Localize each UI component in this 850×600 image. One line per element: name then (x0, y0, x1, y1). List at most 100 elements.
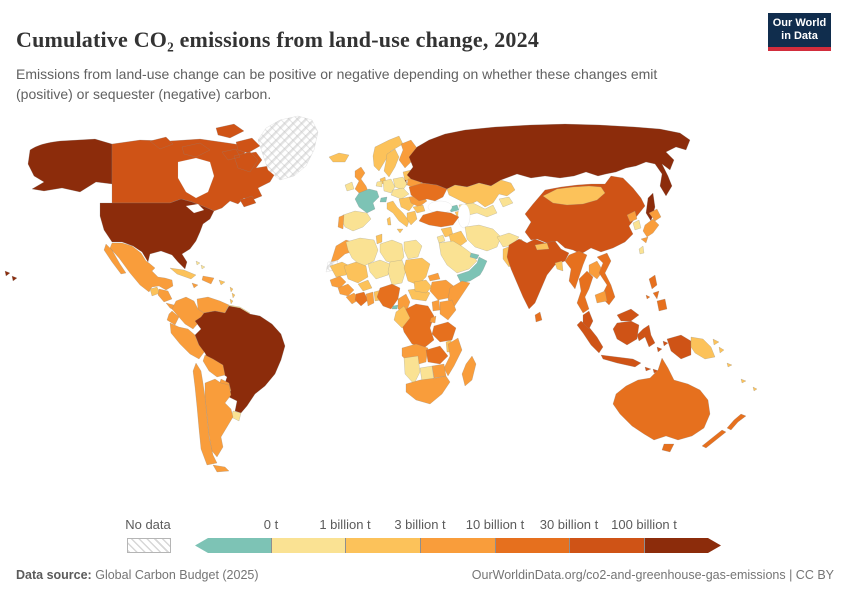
country-south-sudan[interactable] (413, 279, 433, 294)
country-new-zealand[interactable] (701, 413, 747, 449)
legend-no-data-label: No data (125, 517, 171, 532)
legend-segment-1-3[interactable] (345, 538, 420, 553)
country-portugal[interactable] (337, 214, 345, 230)
country-equatorial-guinea[interactable] (391, 304, 399, 310)
country-egypt[interactable] (403, 239, 423, 260)
country-bulgaria[interactable] (412, 204, 426, 214)
country-ghana[interactable] (365, 291, 375, 307)
black-sea (427, 200, 453, 214)
country-benelux[interactable] (375, 180, 383, 188)
country-rwanda-burundi[interactable] (429, 315, 437, 324)
country-iceland[interactable] (328, 152, 350, 163)
country-zambia[interactable] (425, 345, 449, 365)
country-mongolia[interactable] (542, 185, 606, 206)
country-namibia[interactable] (403, 355, 421, 385)
country-uganda[interactable] (431, 299, 441, 312)
country-south-africa[interactable] (405, 375, 451, 405)
country-cuba[interactable] (169, 267, 197, 280)
country-south-korea[interactable] (632, 219, 642, 231)
country-sri-lanka[interactable] (534, 311, 543, 323)
country-greenland[interactable] (257, 115, 319, 181)
country-bangladesh[interactable] (554, 260, 564, 272)
country-kenya[interactable] (439, 299, 457, 321)
country-ireland[interactable] (344, 181, 355, 192)
country-usa-hawaii[interactable] (4, 270, 18, 282)
country-spain[interactable] (340, 210, 372, 232)
country-chad[interactable] (387, 259, 407, 286)
country-jamaica[interactable] (191, 282, 199, 289)
country-puerto-rico[interactable] (218, 279, 226, 286)
country-iran[interactable] (464, 224, 502, 252)
country-philippines[interactable] (645, 274, 668, 312)
legend-segment-0-1[interactable] (271, 538, 345, 553)
country-central-europe[interactable] (390, 187, 410, 200)
country-cote-divoire[interactable] (354, 291, 369, 307)
country-mali[interactable] (343, 261, 369, 284)
country-myanmar[interactable] (564, 250, 588, 290)
country-honduras-nicaragua[interactable] (157, 288, 173, 303)
country-switzerland[interactable] (379, 196, 388, 203)
country-hispaniola[interactable] (201, 275, 215, 285)
country-france[interactable] (354, 188, 380, 214)
country-tanzania[interactable] (431, 321, 457, 343)
country-chile[interactable] (192, 362, 218, 466)
country-senegal[interactable] (329, 275, 347, 289)
country-mozambique[interactable] (443, 337, 463, 377)
country-niger[interactable] (367, 259, 391, 280)
country-kyrgyzstan-tajikistan[interactable] (498, 196, 514, 208)
country-somalia[interactable] (447, 280, 471, 311)
country-algeria[interactable] (345, 237, 379, 268)
country-bahamas[interactable] (195, 260, 206, 270)
country-burkina[interactable] (357, 279, 373, 292)
data-source-value[interactable]: Global Carbon Budget (2025) (95, 568, 259, 582)
country-usa-alaska[interactable] (27, 138, 113, 193)
country-guinea[interactable] (337, 283, 355, 297)
legend-segment-30-100[interactable] (569, 538, 644, 553)
country-taiwan[interactable] (638, 245, 645, 255)
country-eritrea[interactable] (427, 272, 441, 282)
country-laos[interactable] (588, 260, 604, 280)
country-ecuador[interactable] (166, 310, 180, 326)
country-jordan-israel[interactable] (436, 234, 446, 244)
country-brazil[interactable] (194, 305, 286, 414)
country-madagascar[interactable] (461, 355, 477, 387)
country-thailand[interactable] (576, 270, 594, 314)
legend-segment-3-10[interactable] (420, 538, 495, 553)
country-canada-islands[interactable] (149, 123, 261, 208)
country-vietnam[interactable] (596, 252, 616, 306)
country-venezuela[interactable] (196, 296, 230, 314)
country-sweden[interactable] (383, 148, 400, 178)
legend-no-data-swatch[interactable] (127, 538, 171, 553)
country-malaysia[interactable] (582, 308, 640, 330)
credit-link[interactable]: OurWorldinData.org/co2-and-greenhouse-ga… (471, 568, 834, 582)
legend-segment-negative[interactable] (195, 538, 271, 553)
country-nigeria[interactable] (376, 283, 401, 310)
country-greece[interactable] (406, 210, 418, 226)
country-saudi-arabia[interactable] (438, 240, 478, 274)
country-italy[interactable] (386, 200, 410, 234)
country-papua-new-guinea[interactable] (690, 336, 725, 360)
country-zimbabwe[interactable] (431, 363, 447, 379)
country-australia[interactable] (612, 357, 711, 453)
country-cambodia[interactable] (594, 290, 608, 304)
legend-segment-10-30[interactable] (495, 538, 569, 553)
page-subtitle: Emissions from land-use change can be po… (16, 66, 658, 103)
country-pacific-islands[interactable] (726, 362, 758, 392)
country-finland[interactable] (398, 139, 418, 169)
country-nepal[interactable] (534, 242, 550, 251)
country-usa-mainland[interactable] (99, 198, 215, 270)
country-kazakhstan[interactable] (446, 179, 516, 208)
country-india[interactable] (506, 238, 570, 310)
owid-logo[interactable]: Our World in Data (768, 13, 831, 51)
country-gabon-congo[interactable] (393, 305, 411, 329)
country-tunisia[interactable] (375, 233, 383, 245)
country-japan[interactable] (640, 208, 662, 244)
country-poland[interactable] (392, 176, 408, 191)
country-indonesia[interactable] (576, 320, 692, 376)
country-qatar-uae[interactable] (469, 252, 480, 260)
country-turkey[interactable] (418, 210, 460, 228)
legend-segment-100plus[interactable] (644, 538, 721, 553)
country-bolivia[interactable] (202, 354, 226, 378)
country-north-korea[interactable] (626, 210, 638, 223)
country-mexico[interactable] (103, 242, 174, 293)
